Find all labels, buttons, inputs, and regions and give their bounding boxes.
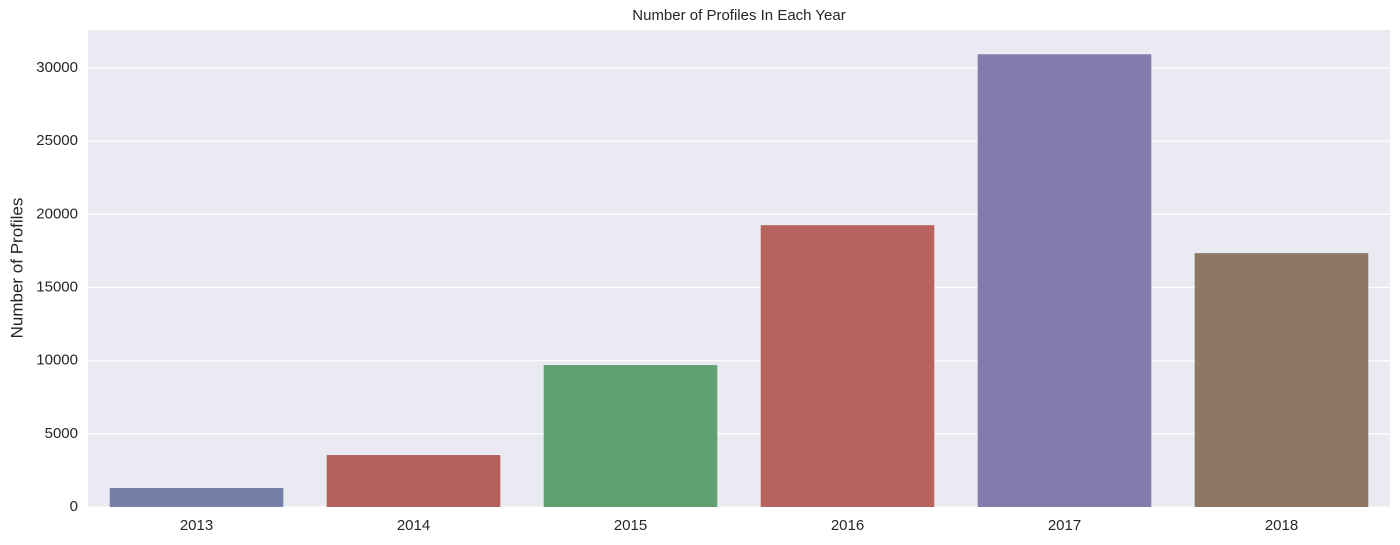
y-tick-label: 30000 <box>36 59 78 76</box>
x-tick-label: 2016 <box>831 517 864 534</box>
bar <box>109 487 284 507</box>
y-tick-label: 20000 <box>36 205 78 222</box>
y-tick-label: 0 <box>70 498 78 515</box>
x-axis-label: Year <box>722 541 757 545</box>
y-tick-label: 10000 <box>36 352 78 369</box>
bar <box>760 225 935 507</box>
bar <box>543 365 718 507</box>
bar <box>977 54 1152 508</box>
bar <box>1194 253 1369 507</box>
x-tick-label: 2015 <box>614 517 647 534</box>
x-tick-label: 2013 <box>180 517 213 534</box>
y-tick-label: 5000 <box>45 425 78 442</box>
y-tick-label: 15000 <box>36 278 78 295</box>
x-tick-label: 2018 <box>1265 517 1298 534</box>
chart-title: Number of Profiles In Each Year <box>632 7 845 24</box>
x-tick-label: 2014 <box>397 517 430 534</box>
plot-area <box>88 30 1390 507</box>
y-axis-label: Number of Profiles <box>7 198 26 339</box>
y-tick-label: 25000 <box>36 132 78 149</box>
bar <box>326 455 501 507</box>
x-tick-label: 2017 <box>1048 517 1081 534</box>
